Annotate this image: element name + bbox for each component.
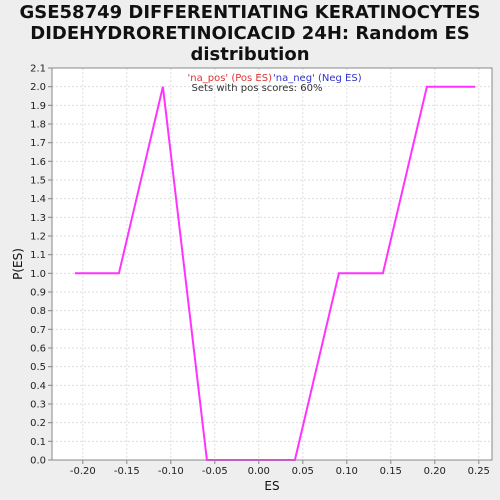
y-tick-label: 0.3 [30,400,46,411]
y-tick-label: 1.6 [30,157,46,168]
y-tick-label: 0.5 [30,362,46,373]
y-tick-label: 1.3 [30,213,46,224]
x-tick-label: -0.20 [70,466,96,477]
y-axis-label: P(ES) [11,248,25,280]
x-tick-label: -0.10 [158,466,184,477]
chart-title-line-1: GSE58749 DIFFERENTIATING KERATINOCYTES [19,2,481,23]
x-axis-label: ES [264,479,279,493]
y-tick-label: 1.5 [30,176,46,187]
y-tick-label: 0.8 [30,306,46,317]
chart-title: GSE58749 DIFFERENTIATING KERATINOCYTES D… [0,2,500,65]
y-tick-label: 2.1 [30,64,46,75]
y-tick-label: 0.4 [30,381,46,392]
y-tick-label: 1.1 [30,250,46,261]
y-tick-label: 0.6 [30,344,46,355]
y-tick-label: 1.0 [30,269,46,280]
y-tick-label: 1.7 [30,138,46,149]
y-tick-label: 1.2 [30,232,46,243]
legend-pos: 'na_pos' (Pos ES) [188,73,273,84]
y-tick-label: 1.9 [30,101,46,112]
y-tick-label: 0.2 [30,418,46,429]
x-tick-label: -0.05 [202,466,228,477]
y-tick-label: 0.7 [30,325,46,336]
x-axis-ticks: -0.20 -0.15 -0.10 -0.05 0.00 0.05 0.10 0.15 0.20… [70,460,490,477]
y-tick-label: 0.9 [30,288,46,299]
y-tick-label: 1.8 [30,120,46,131]
x-tick-label: 0.20 [424,466,446,477]
chart-title-line-3: distribution [190,44,310,65]
legend-neg: 'na_neg' (Neg ES) [273,73,362,84]
chart-title-line-2: DIDEHYDRORETINOICACID 24H: Random ES [30,23,470,44]
plot-area [52,68,492,460]
y-tick-label: 0.1 [30,437,46,448]
legend-note: Sets with pos scores: 60% [192,83,323,94]
y-tick-label: 2.0 [30,82,46,93]
x-tick-label: 0.10 [336,466,358,477]
y-tick-label: 0.0 [30,456,46,467]
y-tick-label: 1.4 [30,194,46,205]
x-tick-label: 0.00 [248,466,270,477]
plot-border [51,67,493,461]
x-tick-label: 0.05 [292,466,314,477]
x-tick-label: -0.15 [114,466,140,477]
x-tick-label: 0.25 [468,466,490,477]
x-tick-label: 0.15 [380,466,402,477]
y-axis-ticks: 0.0 0.1 0.2 0.3 0.4 0.5 0.6 0.7 0.8 0.9 1.0 1.1 1.2 1… [30,64,52,467]
